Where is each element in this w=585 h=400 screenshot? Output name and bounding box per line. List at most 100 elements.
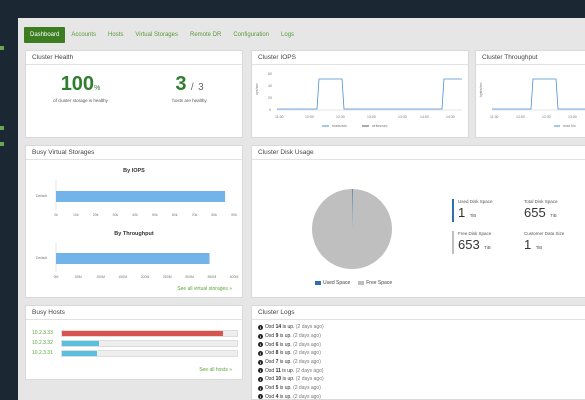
- sidebar-marker[interactable]: [0, 142, 4, 146]
- log-osd-number: 10: [275, 376, 282, 383]
- tab-dashboard[interactable]: Dashboard: [24, 27, 66, 43]
- log-prefix: Osd: [265, 359, 276, 366]
- storage-caption: of cluster storage is healthy: [53, 98, 108, 103]
- log-message: is up.: [278, 359, 292, 366]
- nav-tabs: Dashboard Accounts Hosts Virtual Storage…: [24, 27, 300, 43]
- storage-bar[interactable]: [56, 191, 226, 202]
- x-tick-label: 300M: [185, 275, 194, 279]
- throughput-xtick: 12:00: [516, 115, 525, 119]
- sidebar-marker[interactable]: [0, 46, 4, 50]
- throughput-xtick: 12:30: [542, 115, 551, 119]
- host-name-link[interactable]: 10.2.3.32: [32, 340, 53, 346]
- busy-virtual-storages-panel: Busy Virtual Storages By IOPS Default 0k…: [25, 145, 243, 298]
- hosts-total: 3: [198, 82, 204, 93]
- total-disk-label: Total Disk Space: [524, 199, 558, 204]
- iops-ytick: 20: [268, 96, 272, 100]
- used-disk-stat: Used Disk Space 1 TiB: [452, 199, 493, 222]
- percent-sign: %: [94, 85, 101, 92]
- log-time: (2 days ago): [291, 341, 321, 348]
- panel-title: Cluster IOPS: [252, 51, 468, 65]
- legend-swatch-used: [315, 281, 321, 285]
- busy-host-row: 10.2.3.32: [32, 338, 238, 348]
- log-prefix: Osd: [265, 341, 276, 348]
- iops-reads-series: [277, 78, 462, 110]
- throughput-ylabel: bytes/sec: [479, 82, 483, 97]
- busy-storages-chart: By IOPS Default 0k 10k 20k 30k 40k 50k 60k 70k 8…: [36, 168, 238, 279]
- see-all-hosts-link[interactable]: See all hosts »: [199, 367, 232, 373]
- info-icon: i: [258, 385, 263, 391]
- throughput-legend: read b/s: [563, 124, 576, 128]
- healthy-hosts-count: 3: [175, 73, 187, 95]
- log-entry: i Osd 10 is up. (2 days ago): [258, 375, 585, 384]
- log-message: is up.: [278, 385, 292, 392]
- free-disk-unit: TiB: [484, 245, 491, 250]
- log-time: (2 days ago): [291, 393, 321, 400]
- iops-ytick: 40: [268, 84, 272, 88]
- disk-usage-pie: [312, 188, 392, 269]
- sidebar-marker[interactable]: [0, 126, 4, 130]
- total-disk-unit: TiB: [550, 213, 557, 218]
- log-time: (2 days ago): [291, 385, 321, 392]
- iops-xtick: 11:30: [275, 115, 284, 119]
- iops-xtick: 12:30: [336, 115, 345, 119]
- storage-bar[interactable]: [56, 253, 210, 264]
- log-prefix: Osd: [265, 367, 276, 374]
- iops-xtick: 14:30: [446, 115, 455, 119]
- info-icon: i: [258, 324, 263, 330]
- log-time: (2 days ago): [294, 367, 324, 374]
- tab-remote-dr[interactable]: Remote DR: [189, 32, 222, 38]
- host-load-fill: [62, 330, 224, 336]
- log-entry: i Osd 5 is up. (2 days ago): [258, 384, 585, 393]
- panel-title: Cluster Throughput: [476, 51, 585, 65]
- log-message: is up.: [281, 376, 295, 383]
- log-message: is up.: [278, 333, 292, 340]
- log-time: (2 days ago): [291, 333, 321, 340]
- host-name-link[interactable]: 10.2.3.31: [32, 350, 53, 356]
- panel-title: Busy Virtual Storages: [26, 146, 242, 160]
- legend-free-label: Free Space: [366, 280, 393, 286]
- throughput-chart: bytes/sec 11:30 12:00 12:30 13:00 read b…: [479, 78, 585, 128]
- tab-configuration[interactable]: Configuration: [233, 32, 270, 38]
- info-icon: i: [258, 394, 263, 400]
- host-load-fill: [62, 350, 98, 356]
- log-time: (2 days ago): [294, 376, 324, 383]
- host-name-link[interactable]: 10.2.3.33: [32, 330, 53, 336]
- throughput-xtick: 11:30: [490, 115, 499, 119]
- iops-xtick: 12:00: [305, 115, 314, 119]
- x-tick-label: 10k: [73, 213, 79, 217]
- log-osd-number: 9: [275, 333, 279, 340]
- tab-logs[interactable]: Logs: [281, 32, 295, 38]
- busy-host-row: 10.2.3.31: [32, 348, 238, 358]
- log-osd-number: 7: [275, 359, 279, 366]
- tab-accounts[interactable]: Accounts: [71, 32, 97, 38]
- x-tick-label: 40k: [132, 213, 138, 217]
- iops-xtick: 14:00: [420, 115, 429, 119]
- log-entry: i Osd 11 is up. (2 days ago): [258, 366, 585, 375]
- log-prefix: Osd: [265, 350, 276, 357]
- cluster-throughput-panel: Cluster Throughput bytes/sec 11:30 12:00…: [475, 50, 585, 138]
- tab-virtual-storages[interactable]: Virtual Storages: [135, 32, 178, 38]
- iops-ylabel: ops/sec: [255, 83, 259, 95]
- iops-legend-writes: writes/sec: [372, 124, 388, 128]
- iops-ytick: 60: [268, 72, 272, 76]
- main-content: Dashboard Accounts Hosts Virtual Storage…: [18, 18, 585, 400]
- info-icon: i: [258, 333, 263, 339]
- log-entry: i Osd 7 is up. (2 days ago): [258, 358, 585, 367]
- x-tick-label: 60k: [172, 213, 178, 217]
- panel-title: Cluster Disk Usage: [252, 146, 585, 160]
- x-tick-label: 0k: [54, 213, 58, 217]
- log-message: is up.: [280, 367, 295, 374]
- see-all-virtual-storages-link[interactable]: See all virtual storages »: [177, 286, 232, 292]
- x-tick-label: 50k: [152, 213, 158, 217]
- used-disk-label: Used Disk Space: [458, 199, 493, 204]
- disk-legend: Used Space Free Space: [315, 280, 392, 286]
- busy-host-row: 10.2.3.33: [32, 328, 238, 338]
- log-prefix: Osd: [265, 324, 276, 331]
- log-prefix: Osd: [265, 333, 276, 340]
- healthy-storage-percent: 100: [60, 73, 95, 95]
- x-tick-label: 200M: [141, 275, 150, 279]
- x-tick-label: 50M: [75, 275, 82, 279]
- cluster-health-panel: Cluster Health 100% of cluster storage i…: [25, 50, 243, 138]
- tab-hosts[interactable]: Hosts: [108, 32, 124, 38]
- hosts-separator: /: [190, 82, 194, 93]
